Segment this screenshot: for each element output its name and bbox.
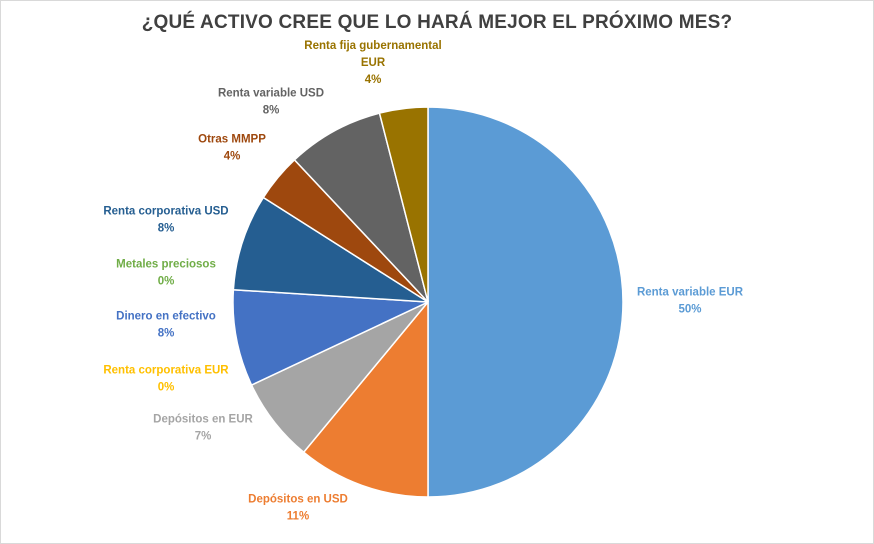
data-label-value: 8% [263,105,280,117]
pie-slice-dinero-en-efectivo [232,288,429,387]
data-label-value: 0% [158,382,175,394]
pie-slice-renta-variable-usd [293,112,429,303]
pie-slice-renta-corporativa-usd [232,196,429,303]
data-label-otras-mmpp: Otras MMPP 4% [198,134,266,163]
data-label-value: 4% [365,74,382,86]
data-label-metales-preciosos: Metales preciosos 0% [116,259,216,288]
chart-title: ¿QUÉ ACTIVO CREE QUE LO HARÁ MEJOR EL PR… [141,12,733,33]
data-label-name: Depósitos en USD [248,494,348,506]
data-label-value: 50% [678,304,701,316]
data-label-value: 0% [158,276,175,288]
data-label-renta-corporativa-usd: Renta corporativa USD 8% [103,206,228,235]
data-label-value: 8% [158,328,175,340]
data-label-renta-fija-gubernamental-eur: Renta fija gubernamental EUR 4% [304,40,441,86]
data-label-value: 8% [158,223,175,235]
data-label-name: Renta corporativa USD [103,206,228,218]
pie-slice-renta-variable-eur [427,106,624,498]
data-label-renta-corporativa-eur: Renta corporativa EUR 0% [103,365,229,394]
data-label-value: 4% [224,151,241,163]
data-label-name: EUR [361,57,386,69]
data-label-name: Dinero en efectivo [116,311,216,323]
data-label-value: 11% [287,511,309,523]
data-label-name: Metales preciosos [116,259,216,271]
data-label-renta-variable-eur: Renta variable EUR 50% [637,287,744,316]
data-label-name: Renta fija gubernamental [304,40,441,52]
data-label-depositos-en-eur: Depósitos en EUR 7% [153,414,253,443]
data-label-depositos-en-usd: Depósitos en USD 11% [248,494,348,523]
data-label-name: Otras MMPP [198,134,266,146]
data-label-dinero-en-efectivo: Dinero en efectivo 8% [116,311,216,340]
data-label-name: Renta corporativa EUR [103,365,229,377]
data-label-name: Depósitos en EUR [153,414,253,426]
data-label-value: 7% [195,431,212,443]
data-label-name: Renta variable USD [218,88,324,100]
pie-slice-renta-fija-gubernamental-eur [378,106,429,303]
data-label-name: Renta variable EUR [637,287,744,299]
pie-slice-depositos-en-usd [302,299,429,498]
data-label-renta-variable-usd: Renta variable USD 8% [218,88,324,117]
